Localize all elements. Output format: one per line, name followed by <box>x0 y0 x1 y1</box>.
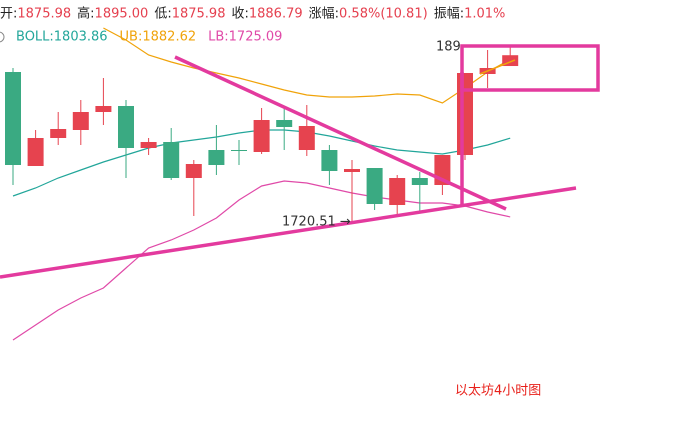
candle-body <box>321 150 338 171</box>
boll-line <box>103 27 511 104</box>
header-label: 高: <box>77 6 94 22</box>
candle-body <box>95 106 112 112</box>
watermark: 以太坊4小时图 <box>455 384 541 399</box>
candle-body <box>344 169 360 172</box>
trend-line <box>0 186 577 279</box>
candle-body <box>163 142 180 178</box>
settings-icon[interactable] <box>0 31 5 43</box>
candle-body <box>411 178 428 185</box>
header: 开: 1875.98 高: 1895.00 低: 1875.98 收: 1886.79 涨幅: 0… <box>0 6 505 22</box>
candle-body <box>185 164 202 178</box>
header-value: 0.58%(10.81) <box>339 7 428 22</box>
legend-entry: BOLL:1803.86 <box>16 30 108 45</box>
high-annotation: 189 <box>436 40 461 55</box>
candle-body <box>27 138 44 166</box>
header-value: 1886.79 <box>249 7 303 22</box>
trend-line <box>174 55 507 211</box>
candle-body <box>389 178 406 205</box>
legend-entry: UB:1882.62 <box>120 30 197 45</box>
low-annotation: 1720.51 → <box>282 215 351 230</box>
candle-body <box>72 112 89 130</box>
header-value: 1.01% <box>464 7 505 22</box>
header-label: 涨幅: <box>309 7 339 22</box>
candle-body <box>118 106 134 148</box>
candle-body <box>5 72 21 165</box>
candle-body <box>231 150 247 151</box>
legend: BOLL:1803.86 UB:1882.62 LB:1725.09 <box>16 30 282 45</box>
header-label: 振幅: <box>434 7 464 22</box>
boll-line <box>12 180 511 341</box>
header-value: 1875.98 <box>17 7 71 22</box>
header-label: 收: <box>231 7 248 22</box>
drawing-line <box>479 59 516 75</box>
candle-body <box>140 142 157 148</box>
header-label: 开: <box>0 7 17 22</box>
candle-body <box>208 150 225 165</box>
header-label: 低: <box>154 7 171 22</box>
candle-body <box>457 73 473 155</box>
candle-body <box>253 120 270 152</box>
highlight-box <box>460 44 600 92</box>
candles <box>5 47 519 222</box>
candle-body <box>50 129 67 138</box>
drawings <box>0 44 600 279</box>
candle-body <box>276 120 293 127</box>
header-value: 1895.00 <box>95 7 149 22</box>
candle-body <box>502 55 519 67</box>
header-value: 1875.98 <box>172 7 226 22</box>
legend-entry: LB:1725.09 <box>208 30 282 45</box>
candle-body <box>366 168 383 204</box>
candle-body <box>298 126 315 150</box>
